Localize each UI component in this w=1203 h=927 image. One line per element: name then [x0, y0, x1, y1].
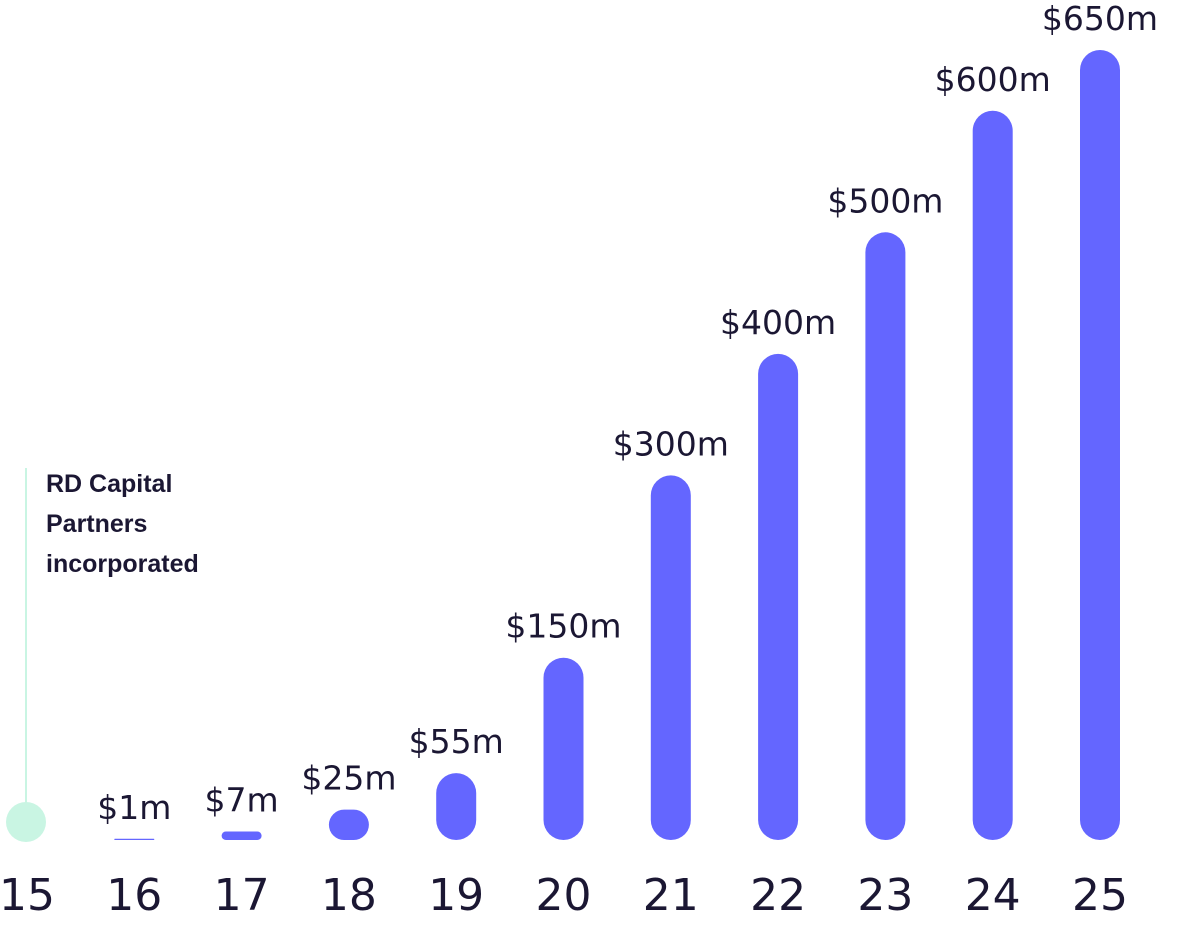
bar: [972, 110, 1013, 841]
value-label: $25m: [301, 759, 396, 798]
bar: [436, 773, 477, 840]
value-label: $150m: [505, 607, 621, 646]
x-tick-label: 19: [428, 870, 484, 921]
x-tick-label: 21: [643, 870, 699, 921]
x-tick-label: 20: [536, 870, 592, 921]
bar: [221, 831, 262, 840]
value-label: $7m: [205, 780, 279, 819]
x-tick-label: 24: [965, 870, 1021, 921]
value-label: $400m: [720, 303, 836, 342]
x-tick-label: 18: [321, 870, 377, 921]
x-tick-label: 22: [750, 870, 806, 921]
value-label: $300m: [613, 424, 729, 463]
value-label: $650m: [1042, 0, 1158, 38]
annotation: RD Capital Partners incorporated: [46, 470, 199, 578]
bar: [758, 353, 799, 840]
value-label: $500m: [827, 181, 943, 220]
bar: [1080, 50, 1120, 840]
x-tick-label: 17: [214, 870, 270, 921]
bar: [114, 838, 155, 840]
bar: [328, 809, 369, 840]
bar: [543, 657, 584, 840]
x-tick-label: 16: [106, 870, 162, 921]
bar: [865, 232, 906, 841]
bar: [650, 475, 691, 840]
x-tick-label: 23: [857, 870, 913, 921]
value-label: $600m: [935, 60, 1051, 99]
annotation-dot: [6, 802, 46, 842]
value-label: $55m: [409, 722, 504, 761]
x-tick-label: 15: [0, 870, 55, 921]
x-tick-label: 25: [1072, 870, 1128, 921]
value-label: $1m: [97, 788, 171, 827]
